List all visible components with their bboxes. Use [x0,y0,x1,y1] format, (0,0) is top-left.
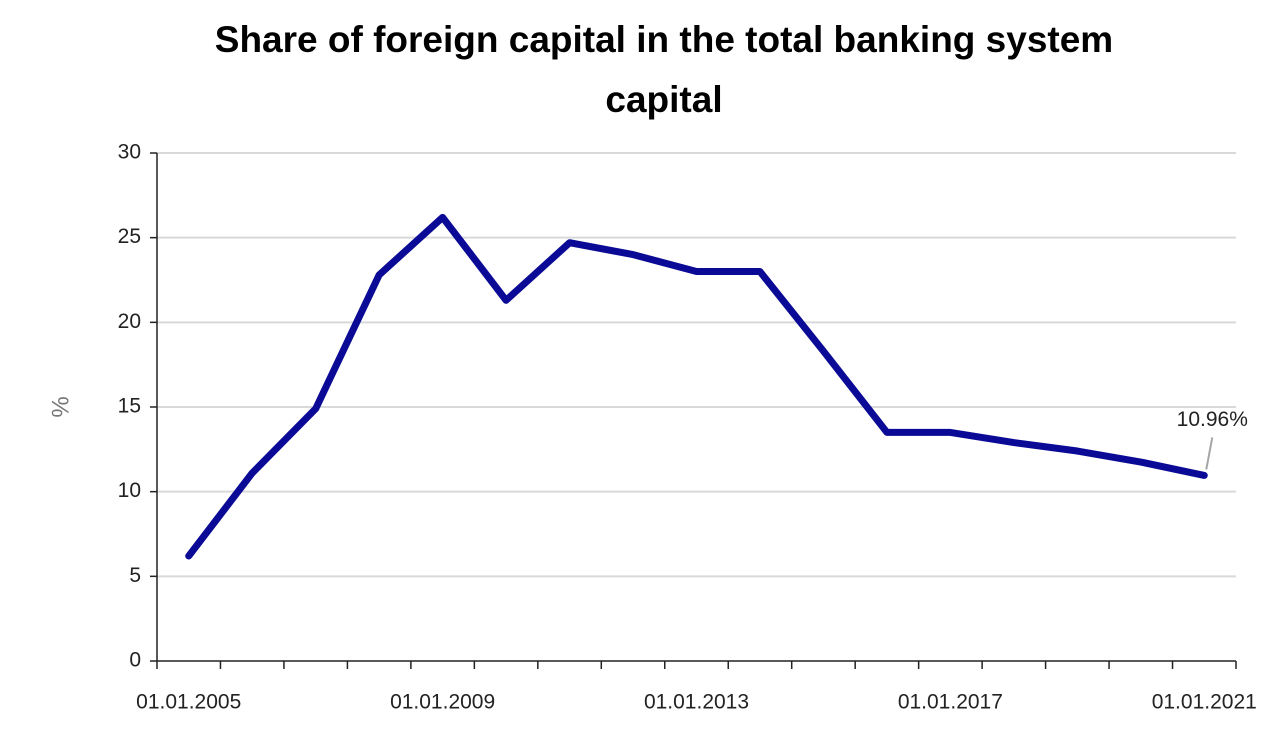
label-leader [1205,437,1214,470]
y-tick-label: 5 [129,564,141,587]
x-tick-label: 01.01.2021 [1152,691,1257,714]
x-tick-label: 01.01.2005 [136,691,241,714]
y-tick-label: 15 [118,395,141,418]
data-label: 10.96% [1177,408,1248,431]
y-tick-label: 0 [129,649,141,672]
x-tick-label: 01.01.2017 [898,691,1003,714]
x-tick-label: 01.01.2013 [644,691,749,714]
y-tick-label: 10 [118,479,141,502]
x-tick-label: 01.01.2009 [390,691,495,714]
y-axis-label: % [47,396,74,417]
y-tick-label: 30 [118,141,141,164]
y-tick-label: 25 [118,225,141,248]
y-tick-label: 20 [118,310,141,333]
line-series [185,213,1208,560]
chart-title: Share of foreign capital in the total ba… [214,19,1114,120]
